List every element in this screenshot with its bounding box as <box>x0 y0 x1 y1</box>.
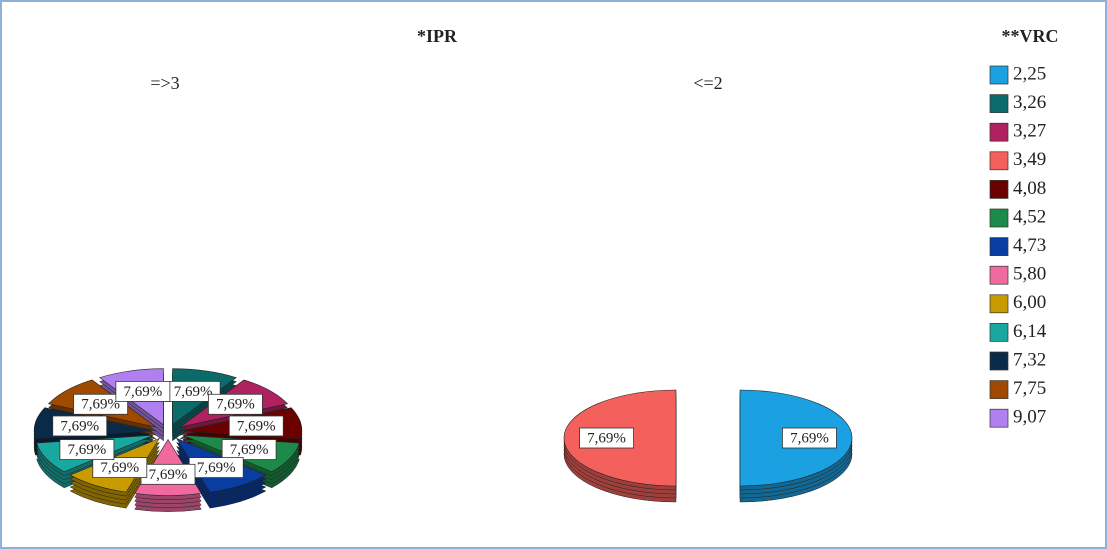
value-label: 7,69% <box>68 442 107 458</box>
legend-swatch <box>989 122 1009 142</box>
value-label: 7,69% <box>174 384 213 400</box>
value-label: 7,69% <box>197 460 236 476</box>
pie-name: =>3 <box>150 73 179 93</box>
label-box <box>73 393 129 415</box>
label-box <box>59 439 115 460</box>
legend-label: 2,25 <box>1013 63 1046 84</box>
value-label: 7,69% <box>60 418 99 434</box>
value-label: 7,69% <box>124 384 163 400</box>
label-box <box>92 457 148 478</box>
chart-title: *IPR <box>417 26 458 46</box>
value-label: 7,69% <box>100 460 139 476</box>
legend-label: 7,75 <box>1013 378 1046 399</box>
legend-title: **VRC <box>1002 26 1059 46</box>
legend-label: 4,08 <box>1013 178 1046 199</box>
legend-label: 6,14 <box>1013 321 1047 342</box>
legend-swatch <box>989 265 1009 285</box>
legend-label: 4,52 <box>1013 206 1046 227</box>
label-box <box>782 427 837 449</box>
label-box <box>207 393 263 415</box>
value-label: 7,69% <box>230 442 269 458</box>
legend-swatch <box>989 351 1009 371</box>
legend-swatch <box>989 208 1009 228</box>
legend-swatch <box>989 237 1009 256</box>
legend-label: 3,27 <box>1013 121 1046 142</box>
legend-label: 3,49 <box>1013 149 1046 170</box>
label-box <box>221 439 277 460</box>
label-box <box>52 415 108 437</box>
legend-swatch <box>989 94 1009 113</box>
legend-swatch <box>989 294 1009 314</box>
legend-label: 3,26 <box>1013 92 1046 113</box>
label-box <box>228 415 284 437</box>
legend-label: 4,73 <box>1013 235 1046 256</box>
value-label: 7,69% <box>790 430 829 446</box>
pie-name: <=2 <box>693 73 722 93</box>
value-label: 7,69% <box>587 430 626 446</box>
value-label: 7,69% <box>149 467 188 483</box>
legend-swatch <box>989 65 1009 85</box>
label-box <box>115 381 171 402</box>
legend-label: 9,07 <box>1013 407 1046 428</box>
legend-label: 5,80 <box>1013 264 1046 285</box>
legend-label: 6,00 <box>1013 292 1046 313</box>
legend-swatch <box>989 180 1009 199</box>
pie-labels: 7,69%7,69%7,69%7,69%7,69%7,69%7,69%7,69%… <box>52 381 837 485</box>
legend-swatch <box>989 380 1009 399</box>
label-box <box>579 427 634 449</box>
value-label: 7,69% <box>81 397 120 413</box>
legend-label: 7,32 <box>1013 349 1046 370</box>
value-label: 7,69% <box>216 397 255 413</box>
legend-swatch <box>989 408 1009 428</box>
value-label: 7,69% <box>237 418 276 434</box>
legend-swatch <box>989 323 1009 342</box>
legend-swatch <box>989 151 1009 171</box>
